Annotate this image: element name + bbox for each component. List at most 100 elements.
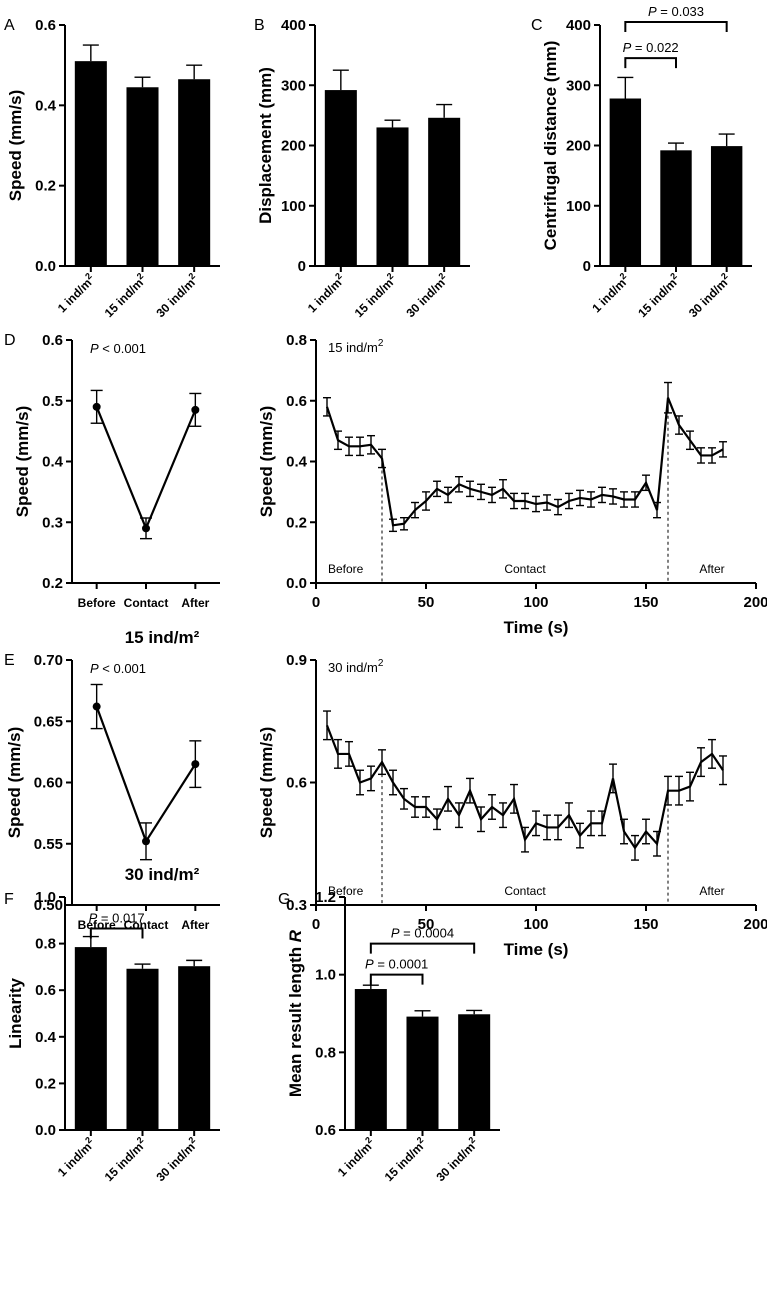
- B-x-tick-label: 30 ind/m2: [402, 271, 451, 320]
- C-y-tick-label: 100: [566, 198, 591, 215]
- F-y-tick-label: 0.2: [35, 1075, 56, 1092]
- B-y-tick-label: 300: [281, 77, 306, 94]
- G-x-tick-label: 15 ind/m2: [380, 1135, 429, 1184]
- A-y-axis-label: Speed (mm/s): [6, 90, 25, 201]
- D_right-y-tick-label: 0.8: [286, 332, 307, 349]
- G-p-value-label: P = 0.0004: [391, 926, 454, 941]
- A-y-tick-label: 0.2: [35, 178, 56, 195]
- E_right-x-tick-label: 50: [418, 916, 435, 933]
- D_left-y-tick-label: 0.6: [42, 332, 63, 349]
- B-x-tick-label: 1 ind/m2: [303, 271, 348, 316]
- D_left-x-tick-label: Before: [78, 596, 116, 610]
- B-y-axis-label: Displacement (mm): [256, 67, 275, 224]
- B-bar: [324, 90, 357, 266]
- panel-G: G 0.6 0.8 1.0 1.2 Mean result length R 1 ind/m…: [278, 889, 500, 1184]
- E_right-phase-label-contact: Contact: [504, 884, 546, 898]
- E_right-x-tick-label: 100: [523, 916, 548, 933]
- B-panel-letter: B: [254, 17, 265, 34]
- G-significance-bracket: [369, 973, 424, 985]
- D_right-y-tick-label: 0.0: [286, 575, 307, 592]
- E_right-y-tick-label: 0.9: [286, 652, 307, 669]
- D_right-density-label: 15 ind/m2: [328, 338, 384, 355]
- G-y-axis-label: Mean result length R: [286, 929, 305, 1097]
- D_right-y-tick-label: 0.2: [286, 514, 307, 531]
- A-bar: [178, 79, 211, 266]
- F-y-tick-label: 0.4: [35, 1029, 57, 1046]
- B-y-tick-label: 0: [298, 258, 306, 275]
- E_left-x-tick-label: After: [181, 918, 209, 932]
- C-x-tick-label: 30 ind/m2: [685, 271, 734, 320]
- C-y-tick-label: 0: [583, 258, 591, 275]
- G-bar: [354, 989, 387, 1130]
- B-bar: [376, 127, 409, 266]
- A-bar: [126, 87, 159, 266]
- D_left-panel-letter: D: [4, 332, 16, 349]
- F-bar: [126, 968, 159, 1130]
- D_left-p-value-label: P < 0.001: [90, 341, 146, 356]
- C-bar: [710, 146, 743, 266]
- F-y-tick-label: 0.0: [35, 1122, 56, 1139]
- panel-C: C 0 100 200 300 400 Centrifugal distance (mm) 1…: [531, 4, 752, 320]
- A-bar: [74, 61, 107, 267]
- G-y-tick-label: 1.0: [315, 967, 336, 984]
- F-x-tick-label: 15 ind/m2: [100, 1135, 149, 1184]
- panel-D_left: D 0.2 0.3 0.4 0.5 0.6 Speed (mm/s) Before Contac…: [4, 332, 220, 610]
- D_left-x-tick-label: Contact: [124, 596, 169, 610]
- A-y-tick-label: 0.0: [35, 258, 56, 275]
- D_right-x-axis-label: Time (s): [504, 618, 569, 637]
- E_right-x-tick-label: 150: [633, 916, 658, 933]
- F-x-tick-label: 30 ind/m2: [152, 1135, 201, 1184]
- D_left-data-point: [142, 524, 150, 533]
- subtitle-15-ind: 15 ind/m²: [125, 628, 200, 647]
- A-x-tick-label: 15 ind/m2: [100, 271, 149, 320]
- F-y-tick-label: 0.8: [35, 936, 56, 953]
- G-bar: [406, 1016, 439, 1130]
- panel-D_right: 0.0 0.2 0.4 0.6 0.8 Speed (mm/s) 0 50 100 150 200 T…: [257, 332, 767, 637]
- G-x-tick-label: 1 ind/m2: [333, 1135, 378, 1180]
- D_right-y-tick-label: 0.6: [286, 393, 307, 410]
- E_right-phase-label-after: After: [699, 884, 724, 898]
- B-bar: [428, 117, 461, 266]
- D_right-x-tick-label: 150: [633, 594, 658, 611]
- G-bar: [458, 1014, 491, 1130]
- G-p-value-label: P = 0.0001: [365, 957, 428, 972]
- F-bar: [178, 966, 211, 1130]
- B-y-tick-label: 400: [281, 17, 306, 34]
- D_right-phase-label-after: After: [699, 562, 724, 576]
- E_left-y-axis-label: Speed (mm/s): [5, 727, 24, 838]
- panel-A: A 0.0 0.2 0.4 0.6 Speed (mm/s) 1 ind/m2 15 ind/…: [4, 17, 220, 320]
- F-significance-bracket: [89, 927, 144, 939]
- G-x-tick-label: 30 ind/m2: [432, 1135, 481, 1184]
- E_right-x-tick-label: 0: [312, 916, 320, 933]
- A-panel-letter: A: [4, 17, 15, 34]
- B-y-tick-label: 100: [281, 198, 306, 215]
- B-y-tick-label: 200: [281, 138, 306, 155]
- D_right-series-line: [325, 397, 724, 527]
- panel-B: B 0 100 200 300 400 Displacement (mm) 1 ind/m2 1…: [254, 17, 470, 320]
- D_right-phase-label-contact: Contact: [504, 562, 546, 576]
- C-p-value-label: P = 0.033: [648, 4, 704, 19]
- G-panel-letter: G: [278, 891, 290, 908]
- G-significance-bracket: [369, 942, 476, 954]
- G-y-tick-label: 1.2: [315, 889, 336, 906]
- C-significance-bracket: [624, 57, 677, 69]
- A-y-tick-label: 0.4: [35, 97, 57, 114]
- D_left-y-tick-label: 0.3: [42, 514, 63, 531]
- F-y-tick-label: 0.6: [35, 982, 56, 999]
- E_right-phase-label-before: Before: [328, 884, 364, 898]
- D_left-y-tick-label: 0.4: [42, 454, 64, 471]
- E_left-data-point: [142, 837, 150, 846]
- F-p-value-label: P = 0.017: [89, 910, 145, 925]
- F-panel-letter: F: [4, 891, 14, 908]
- E_left-y-tick-label: 0.65: [34, 713, 63, 730]
- A-y-tick-label: 0.6: [35, 17, 56, 34]
- A-x-tick-label: 30 ind/m2: [152, 271, 201, 320]
- E_right-density-label: 30 ind/m2: [328, 658, 384, 675]
- A-x-tick-label: 1 ind/m2: [53, 271, 98, 316]
- C-panel-letter: C: [531, 17, 543, 34]
- C-x-tick-label: 1 ind/m2: [588, 271, 633, 316]
- E_left-data-point: [92, 702, 101, 711]
- C-y-axis-label: Centrifugal distance (mm): [541, 41, 560, 251]
